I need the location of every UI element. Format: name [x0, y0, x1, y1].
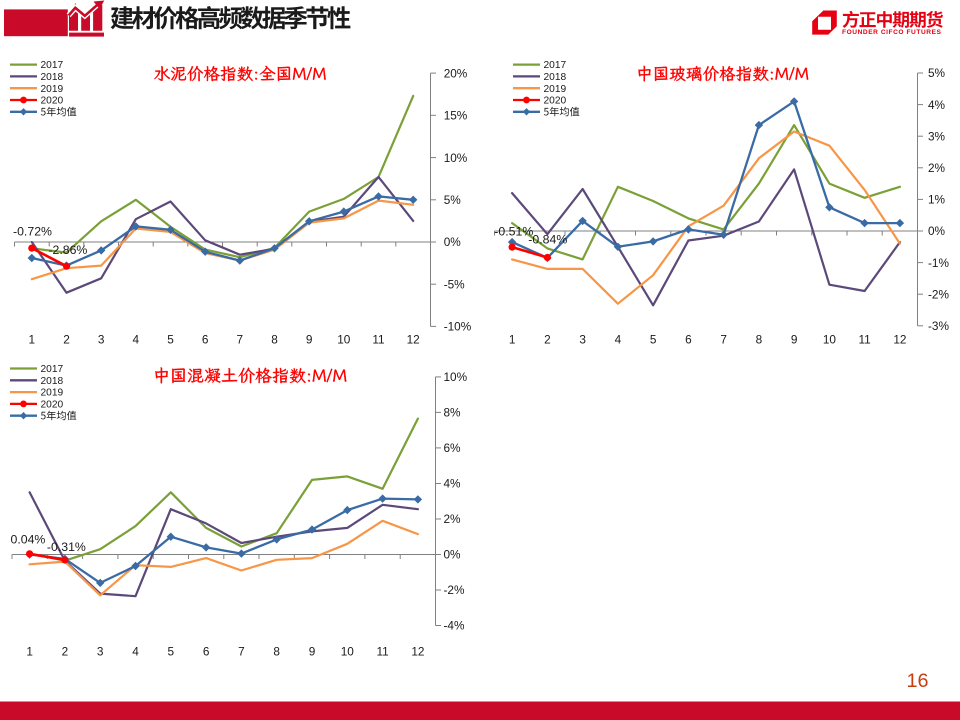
svg-text:-0.72%: -0.72% [13, 225, 52, 239]
svg-text:-2%: -2% [928, 287, 949, 301]
svg-text:12: 12 [407, 333, 420, 347]
svg-text:8%: 8% [444, 406, 462, 420]
svg-text:2%: 2% [928, 161, 946, 175]
svg-text:6: 6 [202, 333, 209, 347]
svg-text:3: 3 [97, 645, 104, 659]
svg-text:7: 7 [237, 333, 244, 347]
svg-text:6: 6 [685, 333, 692, 347]
svg-text:0%: 0% [444, 548, 462, 562]
svg-text:3: 3 [98, 333, 105, 347]
svg-text:2020: 2020 [41, 400, 64, 411]
svg-text:10: 10 [341, 645, 355, 659]
svg-text:11: 11 [376, 645, 388, 659]
svg-text:0%: 0% [444, 235, 462, 249]
svg-text:2019: 2019 [41, 84, 64, 95]
svg-text:4%: 4% [444, 477, 462, 491]
svg-text:-4%: -4% [444, 619, 465, 633]
svg-text:4%: 4% [928, 98, 946, 112]
svg-text:7: 7 [238, 645, 245, 659]
svg-text:1: 1 [509, 333, 516, 347]
svg-text:0%: 0% [928, 224, 946, 238]
svg-text:10%: 10% [444, 151, 468, 165]
svg-text:5%: 5% [444, 193, 462, 207]
svg-text:2018: 2018 [41, 72, 64, 83]
svg-text:-0.51%: -0.51% [494, 225, 533, 239]
svg-text:2: 2 [62, 645, 69, 659]
svg-text:5: 5 [167, 333, 174, 347]
svg-text:2018: 2018 [544, 72, 567, 83]
svg-text:8: 8 [756, 333, 763, 347]
svg-text:1%: 1% [928, 193, 946, 207]
svg-text:1: 1 [26, 645, 33, 659]
svg-text:0.04%: 0.04% [11, 533, 46, 547]
svg-text:FOUNDER CIFCO FUTURES: FOUNDER CIFCO FUTURES [842, 29, 942, 36]
svg-text:2020: 2020 [41, 96, 64, 107]
svg-text:12: 12 [893, 333, 906, 347]
svg-text:9: 9 [309, 645, 316, 659]
svg-text:8: 8 [271, 333, 278, 347]
svg-text:3%: 3% [928, 129, 946, 143]
svg-text:3: 3 [579, 333, 586, 347]
svg-text:-10%: -10% [444, 320, 472, 334]
svg-text:10%: 10% [444, 370, 468, 384]
svg-text:15%: 15% [444, 109, 468, 123]
svg-text:-5%: -5% [444, 277, 465, 291]
svg-text:9: 9 [791, 333, 798, 347]
svg-text:5: 5 [168, 645, 175, 659]
svg-text:4: 4 [132, 645, 139, 659]
svg-text:-2%: -2% [444, 583, 465, 597]
svg-text:-1%: -1% [928, 256, 949, 270]
svg-text:7: 7 [720, 333, 727, 347]
svg-text:2017: 2017 [41, 60, 64, 71]
svg-text:2: 2 [544, 333, 551, 347]
svg-text:2019: 2019 [41, 388, 64, 399]
svg-text:6: 6 [203, 645, 210, 659]
svg-text:2: 2 [63, 333, 70, 347]
svg-text:10: 10 [337, 333, 351, 347]
svg-text:2%: 2% [444, 512, 462, 526]
svg-text:5%: 5% [928, 66, 946, 80]
svg-text:12: 12 [411, 645, 424, 659]
svg-text:1: 1 [29, 333, 36, 347]
svg-text:11: 11 [858, 333, 870, 347]
svg-text:4: 4 [615, 333, 622, 347]
svg-text:16: 16 [907, 670, 929, 692]
svg-text:9: 9 [306, 333, 313, 347]
svg-text:-2.86%: -2.86% [48, 243, 87, 257]
svg-text:4: 4 [133, 333, 140, 347]
svg-text:5: 5 [650, 333, 657, 347]
svg-text:2019: 2019 [544, 84, 567, 95]
svg-text:2017: 2017 [544, 60, 567, 71]
svg-text:8: 8 [273, 645, 280, 659]
svg-text:2018: 2018 [41, 376, 64, 387]
svg-text:20%: 20% [444, 66, 468, 80]
svg-text:10: 10 [823, 333, 837, 347]
svg-text:11: 11 [372, 333, 384, 347]
svg-text:2020: 2020 [544, 96, 567, 107]
svg-text:-3%: -3% [928, 319, 949, 333]
svg-text:6%: 6% [444, 441, 462, 455]
svg-text:2017: 2017 [41, 364, 64, 375]
svg-text:-0.31%: -0.31% [47, 540, 86, 554]
svg-text:-0.84%: -0.84% [528, 233, 567, 247]
